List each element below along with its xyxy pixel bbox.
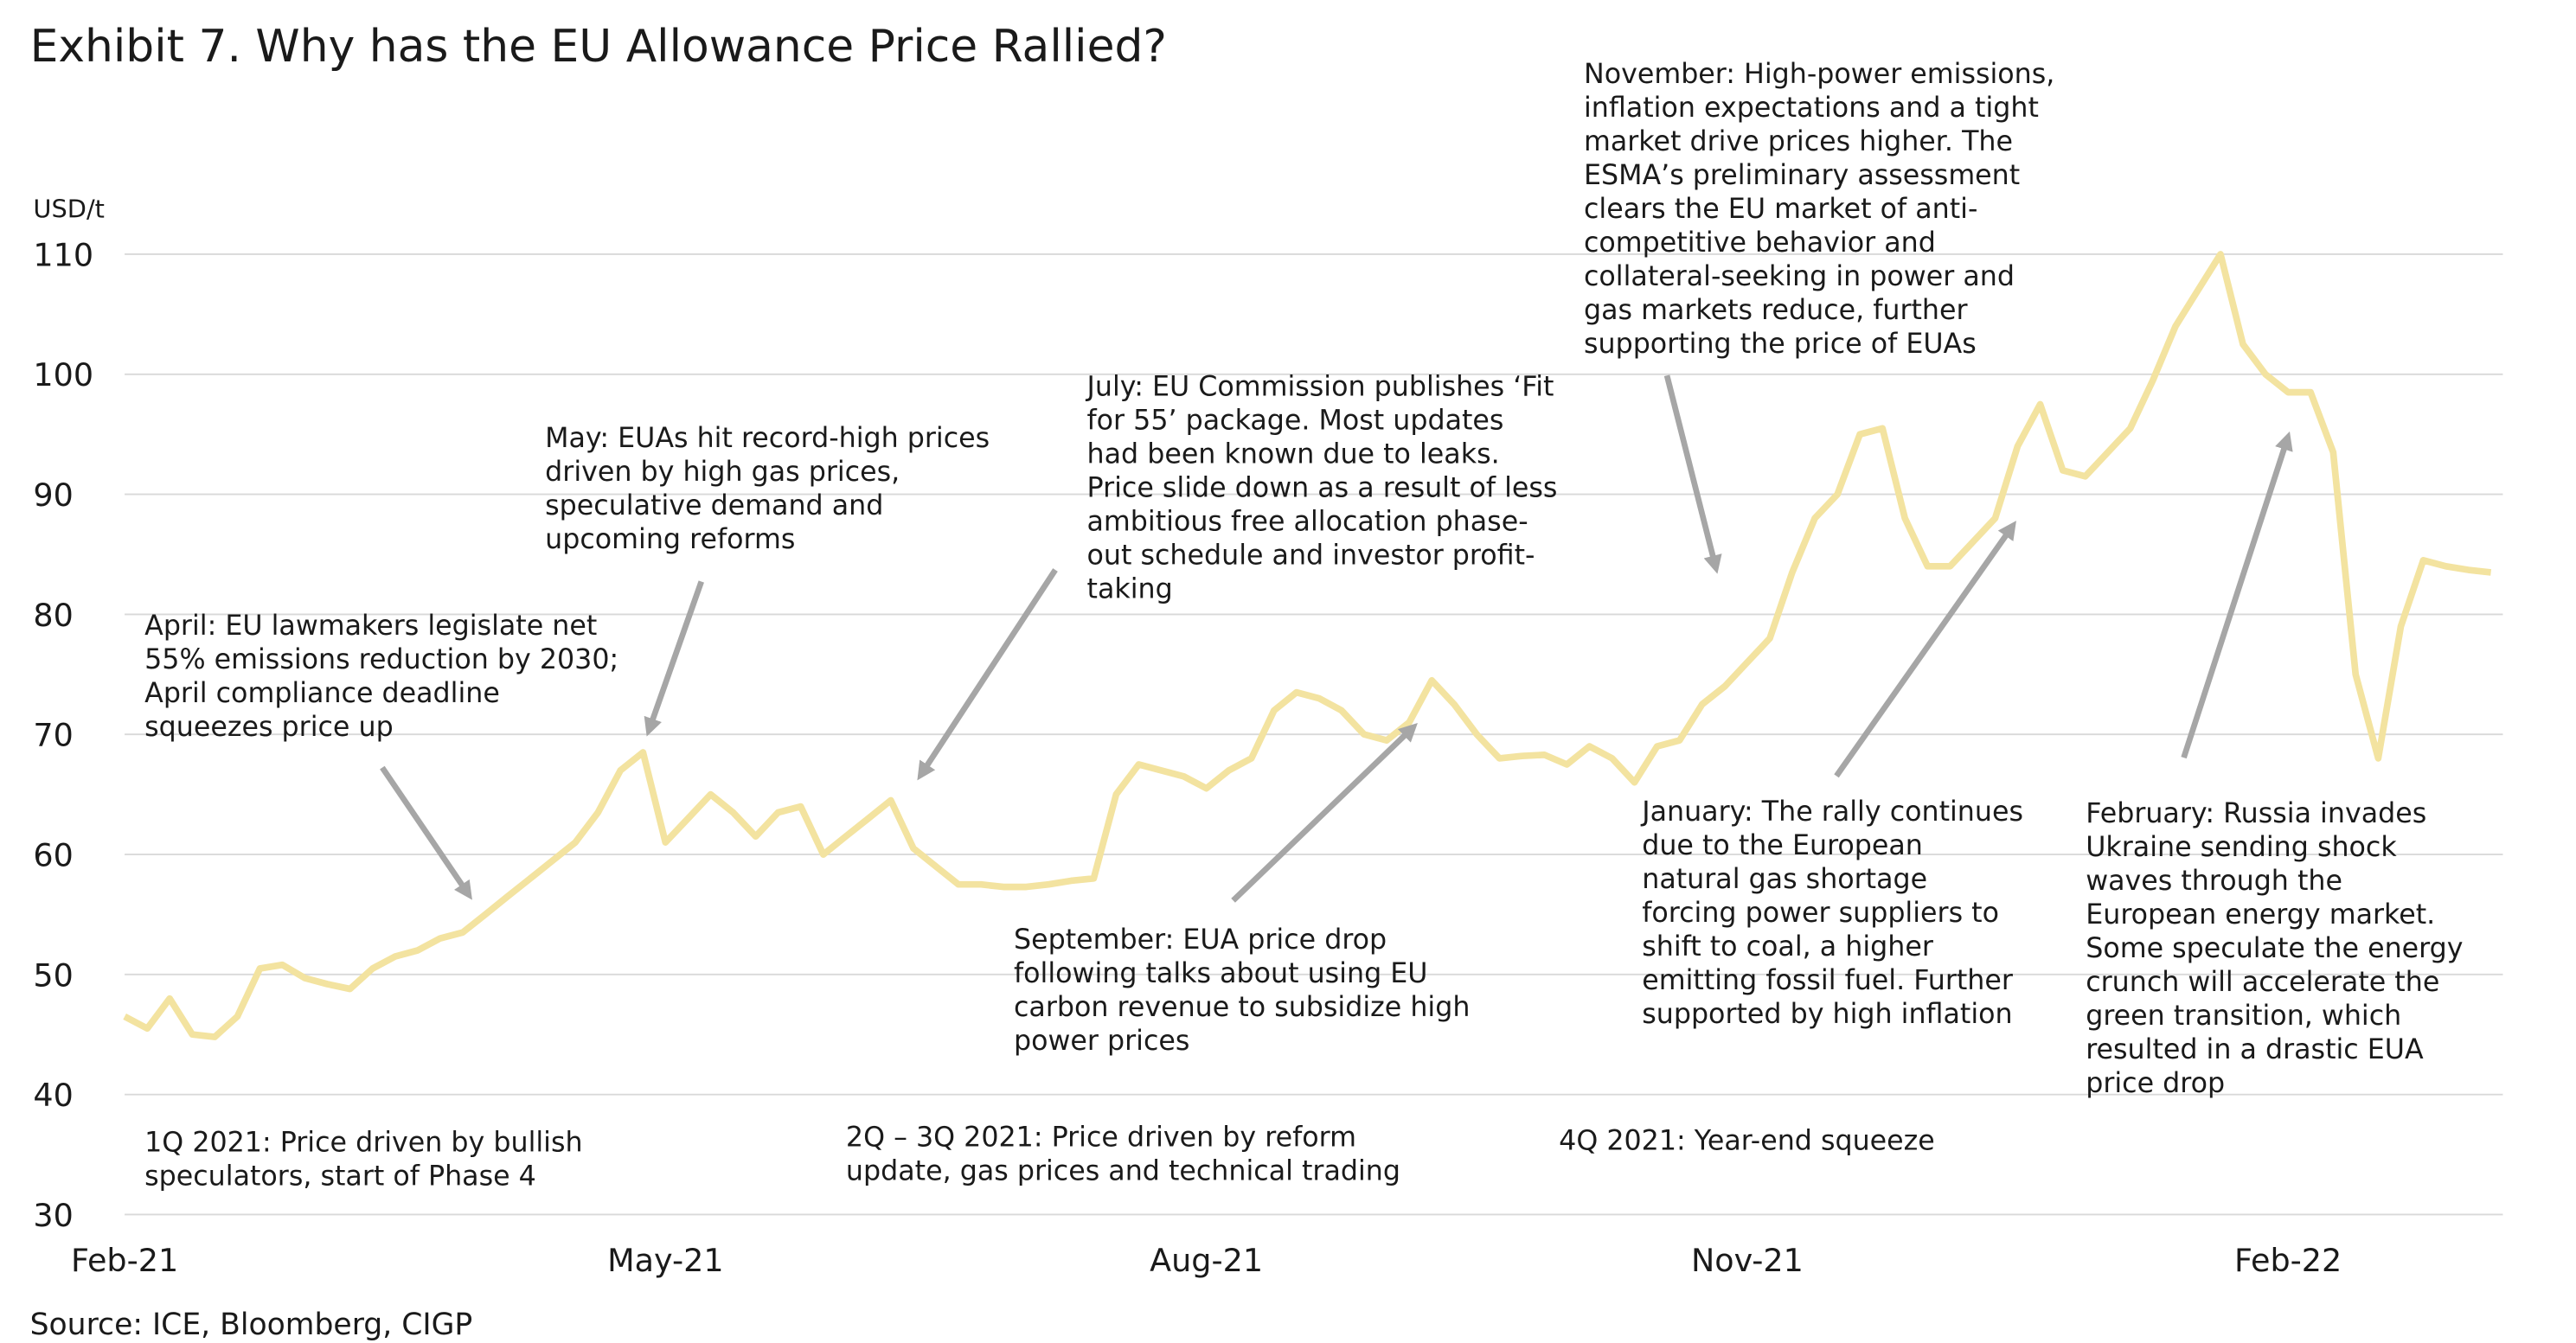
annotation: update, gas prices and technical trading — [846, 1156, 1400, 1187]
annotation: speculators, start of Phase 4 — [144, 1161, 536, 1192]
annotation: following talks about using EU — [1014, 958, 1427, 989]
annotation: squeezes price up — [144, 712, 394, 743]
annotation: July: EU Commission publishes ‘Fit — [1086, 371, 1554, 402]
y-tick-label: 30 — [33, 1197, 73, 1234]
y-tick-label: 70 — [33, 717, 73, 754]
x-tick-label: Feb-22 — [2234, 1242, 2342, 1279]
annotation: November: High-power emissions, — [1584, 59, 2054, 90]
price-line — [123, 251, 2492, 1040]
annotation: collateral-seeking in power and — [1584, 261, 2015, 292]
annotation: natural gas shortage — [1642, 864, 1927, 895]
y-tick-label: 40 — [33, 1077, 73, 1114]
annotation: May: EUAs hit record-high prices — [545, 423, 990, 454]
annotation: power prices — [1014, 1026, 1189, 1057]
y-axis-label: USD/t — [33, 195, 105, 224]
annotation: upcoming reforms — [545, 524, 795, 555]
annotation: supporting the price of EUAs — [1584, 329, 1977, 360]
annotation: price drop — [2086, 1068, 2225, 1099]
annotation: forcing power suppliers to — [1642, 898, 1999, 929]
annotation: Some speculate the energy — [2086, 933, 2463, 964]
annotation: taking — [1087, 573, 1173, 604]
arrow — [1834, 521, 2016, 778]
annotation: February: Russia invades — [2086, 798, 2426, 829]
annotation: carbon revenue to subsidize high — [1014, 992, 1470, 1023]
annotation: 1Q 2021: Price driven by bullish — [144, 1127, 582, 1158]
y-tick-label: 80 — [33, 597, 73, 634]
annotation: ESMA’s preliminary assessment — [1584, 160, 2020, 191]
annotation: gas markets reduce, further — [1584, 295, 1969, 326]
annotation: had been known due to leaks. — [1087, 438, 1500, 470]
annotation: market drive prices higher. The — [1584, 126, 2013, 157]
annotation: for 55’ package. Most updates — [1087, 405, 1504, 436]
chart-title: Exhibit 7. Why has the EU Allowance Pric… — [30, 21, 1167, 73]
annotation: 2Q – 3Q 2021: Price driven by reform — [846, 1122, 1356, 1154]
arrow — [2181, 431, 2293, 759]
arrow — [1663, 374, 1722, 574]
y-tick-label: 50 — [33, 956, 73, 994]
y-tick-label: 90 — [33, 476, 73, 514]
y-tick-label: 110 — [33, 236, 93, 273]
annotation: waves through the — [2086, 866, 2342, 897]
annotation: due to the European — [1642, 830, 1923, 861]
source: Source: ICE, Bloomberg, CIGP — [30, 1308, 473, 1342]
arrow — [644, 580, 704, 737]
x-tick-label: Feb-21 — [71, 1242, 178, 1279]
annotation: 4Q 2021: Year-end squeeze — [1559, 1126, 1935, 1157]
x-tick-label: May-21 — [607, 1242, 723, 1279]
annotation: Ukraine sending shock — [2086, 832, 2397, 863]
annotation: Price slide down as a result of less — [1087, 472, 1558, 503]
annotation: green transition, which — [2086, 1001, 2401, 1032]
annotation: September: EUA price drop — [1014, 924, 1387, 956]
annotation: out schedule and investor profit- — [1087, 540, 1535, 571]
annotation: supported by high inflation — [1642, 999, 2012, 1030]
annotation: clears the EU market of anti- — [1584, 194, 1977, 225]
annotation: driven by high gas prices, — [545, 457, 900, 488]
x-tick-label: Aug-21 — [1150, 1242, 1263, 1279]
annotation: January: The rally continues — [1640, 796, 2023, 828]
arrow — [917, 568, 1058, 781]
annotation: shift to coal, a higher — [1642, 931, 1934, 962]
annotation: 55% emissions reduction by 2030; — [144, 644, 618, 675]
annotation: April: EU lawmakers legislate net — [144, 611, 597, 642]
annotation: resulted in a drastic EUA — [2086, 1034, 2424, 1065]
annotation: crunch will accelerate the — [2086, 967, 2439, 998]
y-tick-label: 60 — [33, 836, 73, 873]
annotation: emitting fossil fuel. Further — [1642, 965, 2014, 996]
annotation: competitive behavior and — [1584, 227, 1936, 259]
arrow — [1231, 722, 1418, 903]
annotation: European energy market. — [2086, 899, 2435, 931]
annotation: April compliance deadline — [144, 678, 500, 709]
y-tick-label: 100 — [33, 356, 93, 393]
x-tick-label: Nov-21 — [1691, 1242, 1804, 1279]
annotation: ambitious free allocation phase- — [1087, 506, 1528, 537]
annotation: speculative demand and — [545, 490, 883, 521]
arrow — [380, 765, 472, 900]
annotation: inflation expectations and a tight — [1584, 93, 2039, 124]
arrows — [380, 374, 2293, 903]
